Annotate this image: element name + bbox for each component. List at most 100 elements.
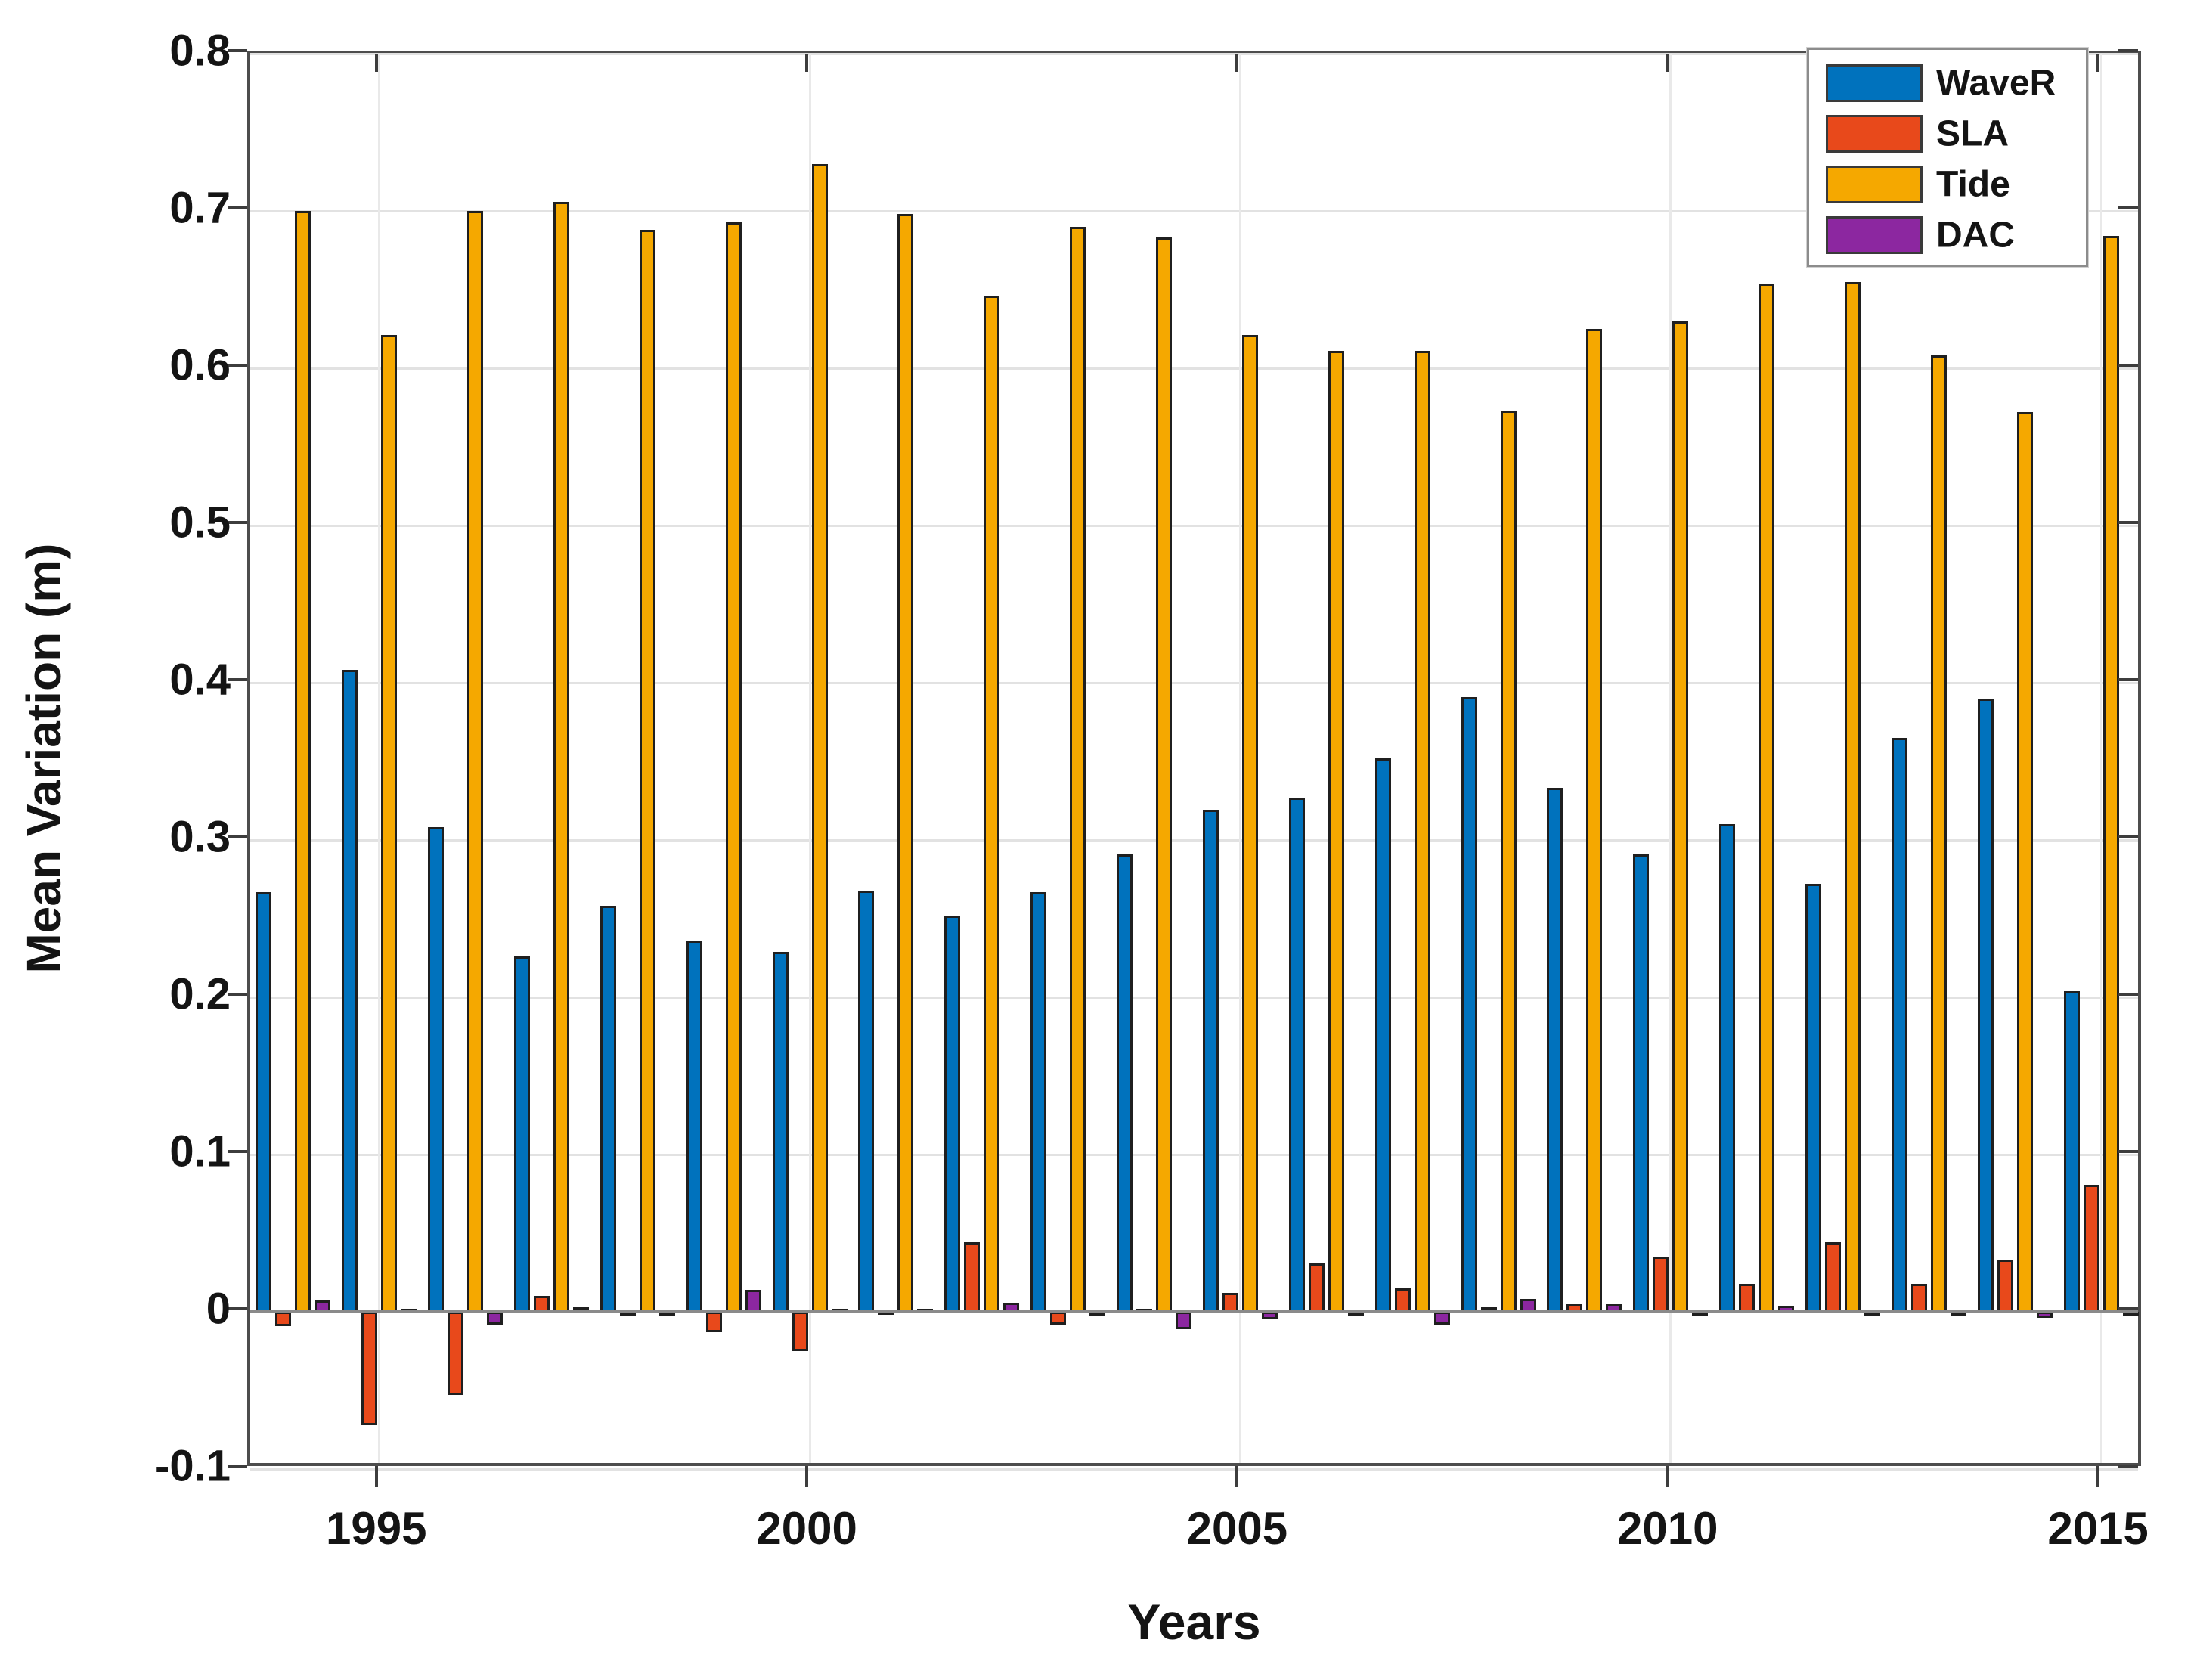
x-tick-label-2005: 2005	[1186, 1503, 1288, 1554]
x-tick-top-2000	[805, 54, 809, 72]
zero-line	[250, 1310, 2138, 1313]
bar-SLA-2006	[1308, 1263, 1325, 1312]
bar-Tide-2008	[1500, 411, 1517, 1312]
bar-DAC-1996	[487, 1312, 504, 1325]
bar-WaveR-2012	[1805, 884, 1821, 1312]
bar-DAC-2004	[1176, 1312, 1192, 1329]
bar-Tide-1998	[639, 229, 655, 1312]
bar-WaveR-2014	[1977, 698, 1994, 1312]
bar-SLA-1994	[275, 1312, 292, 1326]
gridline-horizontal-0.5	[250, 524, 2138, 527]
gridline-vertical-2010	[1669, 54, 1672, 1463]
gridline-vertical-2000	[808, 54, 811, 1463]
y-tick-right-0.6	[2118, 364, 2138, 367]
y-axis-label: Mean Variation (m)	[17, 543, 71, 974]
bar-WaveR-2004	[1117, 854, 1133, 1312]
gridline-horizontal-0.1	[250, 1153, 2138, 1156]
bar-Tide-1994	[295, 211, 311, 1312]
x-tick-bottom-2010	[1666, 1466, 1669, 1487]
bar-WaveR-1994	[256, 891, 272, 1312]
bar-SLA-1999	[705, 1312, 722, 1333]
legend-label-SLA: SLA	[1936, 113, 2009, 154]
bar-Tide-1999	[725, 222, 742, 1312]
bar-Tide-1996	[467, 211, 484, 1312]
x-axis-label: Years	[1127, 1594, 1261, 1650]
x-tick-bottom-2000	[805, 1466, 809, 1487]
gridline-horizontal-0.2	[250, 996, 2138, 999]
y-tick-label-0.5: 0.5	[169, 497, 231, 547]
bar-Tide-2015	[2102, 236, 2119, 1312]
x-tick-bottom-1995	[374, 1466, 378, 1487]
legend-label-DAC: DAC	[1936, 215, 2015, 256]
y-tick-right-0.4	[2118, 678, 2138, 681]
bar-WaveR-2011	[1719, 824, 1736, 1312]
y-tick-left--0.1	[228, 1465, 247, 1468]
bar-WaveR-2003	[1030, 891, 1047, 1312]
bar-SLA-2007	[1394, 1288, 1411, 1312]
bar-Tide-2013	[1930, 355, 1947, 1312]
bar-Tide-2003	[1070, 226, 1086, 1312]
y-tick-left-0.6	[228, 364, 247, 367]
legend-entry-Tide: Tide	[1809, 160, 2086, 209]
y-tick-right-0	[2118, 1307, 2138, 1310]
y-tick-label-0.8: 0.8	[169, 26, 231, 76]
x-tick-top-2005	[1235, 54, 1239, 72]
y-tick-left-0	[228, 1307, 247, 1310]
y-tick-left-0.5	[228, 521, 247, 524]
bar-WaveR-2000	[772, 951, 789, 1312]
legend-entry-SLA: SLA	[1809, 109, 2086, 159]
bar-Tide-1995	[381, 335, 398, 1312]
x-tick-top-2015	[2096, 54, 2100, 72]
gridline-vertical-2005	[1238, 54, 1241, 1463]
bar-WaveR-2001	[858, 890, 875, 1312]
bar-WaveR-1999	[686, 941, 702, 1312]
y-tick-label-0.3: 0.3	[169, 812, 231, 862]
bar-SLA-2000	[792, 1312, 808, 1351]
gridline-horizontal-0.3	[250, 838, 2138, 842]
y-tick-label--0.1: -0.1	[155, 1441, 231, 1491]
bar-Tide-2004	[1156, 237, 1173, 1312]
legend-swatch-WaveR	[1826, 64, 1923, 102]
bar-DAC-2007	[1433, 1312, 1450, 1325]
plot-area	[247, 51, 2141, 1471]
bar-SLA-2005	[1222, 1293, 1238, 1312]
bar-WaveR-1997	[514, 956, 531, 1312]
bar-SLA-2014	[1997, 1260, 2013, 1312]
x-tick-label-1995: 1995	[326, 1503, 427, 1554]
x-tick-bottom-2005	[1235, 1466, 1239, 1487]
legend-label-Tide: Tide	[1936, 164, 2010, 205]
legend-swatch-DAC	[1826, 216, 1923, 254]
bar-WaveR-2005	[1202, 810, 1219, 1312]
y-tick-right-0.3	[2118, 835, 2138, 838]
y-tick-label-0.1: 0.1	[169, 1127, 231, 1176]
y-tick-right-0.5	[2118, 521, 2138, 524]
bar-WaveR-1996	[428, 827, 445, 1312]
bar-WaveR-2013	[1891, 737, 1907, 1312]
bar-Tide-2011	[1759, 283, 1775, 1312]
bar-Tide-2010	[1672, 321, 1689, 1312]
y-tick-left-0.1	[228, 1150, 247, 1153]
legend-swatch-SLA	[1826, 115, 1923, 153]
bar-Tide-1997	[553, 201, 570, 1312]
bar-SLA-2011	[1739, 1283, 1755, 1312]
legend-swatch-Tide	[1826, 166, 1923, 203]
gridline-horizontal-0.6	[250, 367, 2138, 370]
bar-Tide-2005	[1241, 335, 1258, 1312]
bar-SLA-2010	[1653, 1257, 1669, 1312]
x-tick-top-1995	[374, 54, 378, 72]
y-tick-left-0.4	[228, 678, 247, 681]
bar-SLA-2003	[1050, 1312, 1067, 1325]
legend-entry-DAC: DAC	[1809, 210, 2086, 260]
gridline-vertical-2015	[2099, 54, 2102, 1463]
bar-SLA-2015	[2083, 1184, 2099, 1312]
bar-Tide-2009	[1586, 329, 1603, 1312]
y-tick-right-0.2	[2118, 993, 2138, 996]
gridline-vertical-1995	[378, 54, 381, 1463]
bar-WaveR-1998	[600, 906, 616, 1312]
bar-SLA-2013	[1910, 1283, 1927, 1312]
bar-Tide-2014	[2016, 412, 2033, 1312]
y-tick-label-0.7: 0.7	[169, 183, 231, 233]
bar-Tide-2002	[984, 296, 1000, 1312]
bar-WaveR-2008	[1461, 696, 1477, 1312]
